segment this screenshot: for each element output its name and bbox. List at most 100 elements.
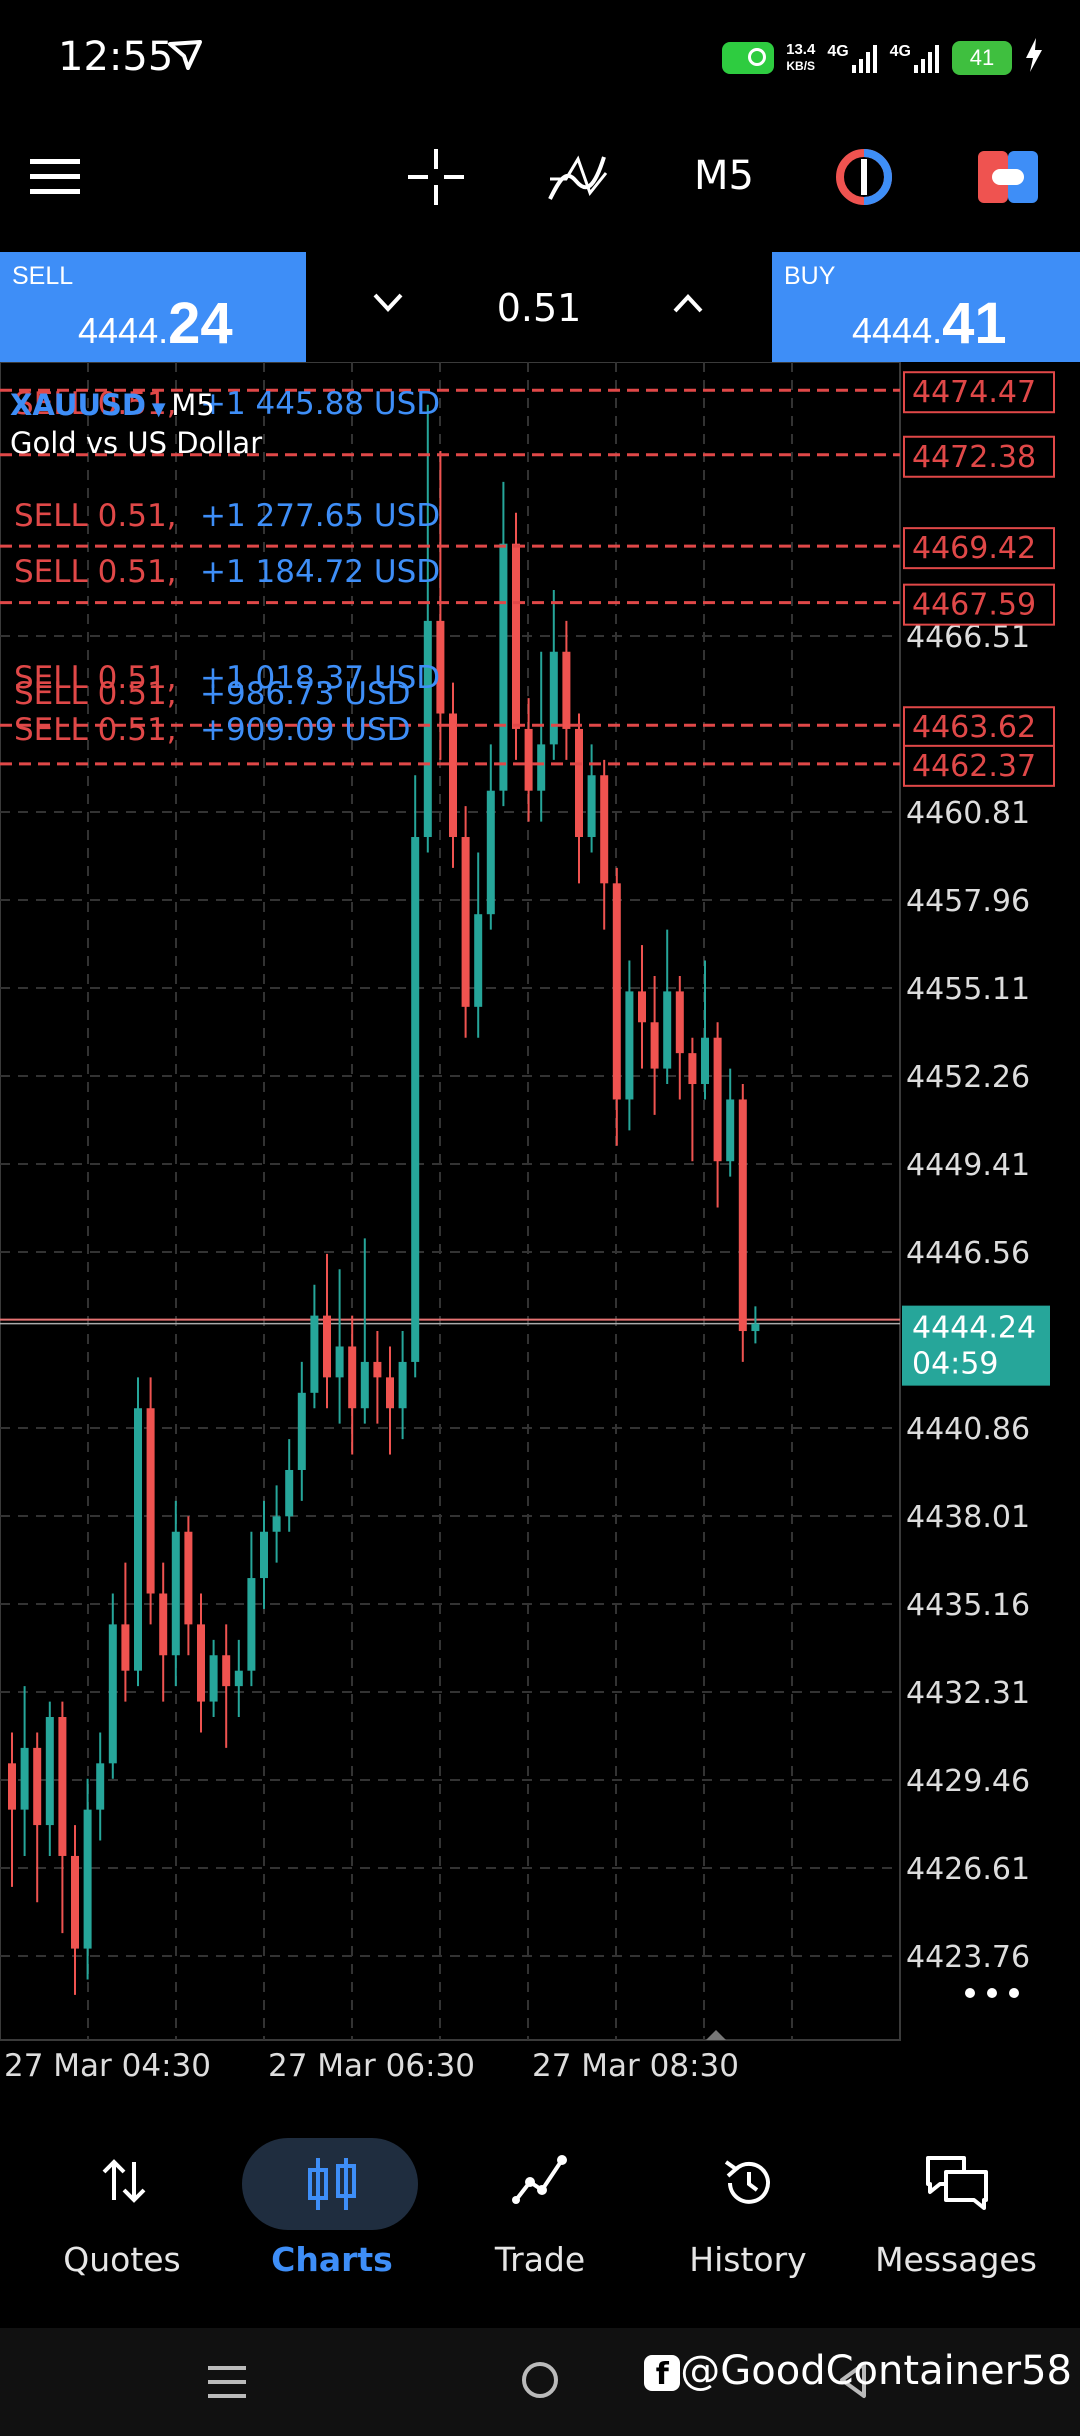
candle	[461, 806, 470, 1038]
price-tick-label: 4455.11	[906, 972, 1030, 1007]
candle	[398, 1331, 407, 1440]
order-label[interactable]: SELL 0.51, +1 277.65 USD	[14, 498, 440, 534]
price-chart[interactable]: SELL 0.51, +1 445.88 USD SELL 0.51, +1 277.…	[0, 361, 1080, 2102]
buy-price-prefix: 4444.	[852, 310, 943, 351]
candle	[335, 1269, 344, 1424]
candle	[449, 682, 457, 868]
charging-icon	[1024, 38, 1044, 77]
signal-icon-2: 4G	[890, 43, 940, 73]
candle	[272, 1485, 281, 1563]
history-icon	[724, 2160, 770, 2204]
nav-trade[interactable]: Trade	[440, 2110, 640, 2330]
crosshair-icon[interactable]	[406, 147, 466, 212]
system-nav-bar: f @GoodContainer58	[0, 2328, 1080, 2436]
recent-apps-icon[interactable]	[208, 2364, 248, 2405]
candle	[360, 1238, 369, 1424]
indicators-icon[interactable]	[546, 149, 610, 210]
candle	[726, 1068, 735, 1177]
svg-text:+1 445.88 USD: +1 445.88 USD	[200, 386, 440, 422]
candle	[197, 1593, 205, 1733]
candle	[650, 975, 659, 1115]
candle	[675, 975, 684, 1100]
order-price-label[interactable]: 4469.42	[903, 527, 1055, 570]
one-click-trading-icon[interactable]	[978, 151, 1038, 208]
lot-increase-button[interactable]	[672, 292, 704, 319]
nav-quotes[interactable]: Quotes	[22, 2110, 222, 2330]
candle	[310, 1284, 319, 1409]
order-price-label[interactable]: 4467.59	[903, 583, 1055, 626]
price-tick-label: 4446.56	[906, 1236, 1030, 1271]
candle	[8, 1732, 16, 1887]
candle	[549, 589, 558, 760]
candle	[474, 852, 483, 1038]
candle	[134, 1377, 142, 1687]
order-price-label[interactable]: 4463.62	[903, 706, 1055, 749]
candle	[688, 1037, 697, 1162]
candle	[436, 451, 445, 760]
home-icon[interactable]	[520, 2360, 560, 2405]
watermark: f @GoodContainer58	[644, 2348, 1072, 2394]
chart-canvas[interactable]: SELL 0.51, +1 445.88 USD SELL 0.51, +1 277.…	[0, 361, 1080, 2102]
candle	[260, 1500, 268, 1609]
candle	[184, 1516, 193, 1656]
sell-button[interactable]: SELL 4444.24	[0, 252, 306, 362]
svg-text:SELL 0.51,: SELL 0.51,	[14, 554, 177, 590]
buy-button[interactable]: BUY 4444.41	[772, 252, 1080, 362]
svg-text:SELL 0.51,: SELL 0.51,	[14, 386, 177, 422]
svg-text:4463.62: 4463.62	[912, 710, 1036, 745]
svg-text:+909.09 USD: +909.09 USD	[200, 712, 411, 748]
order-price-label[interactable]: 4462.37	[903, 744, 1055, 787]
order-price-label[interactable]: 4474.47	[903, 371, 1055, 414]
candle	[411, 775, 420, 1378]
order-label[interactable]: SELL 0.51, +1 018.37 USD	[14, 660, 440, 696]
svg-text:4444.24: 4444.24	[912, 1311, 1036, 1346]
timeframe-button[interactable]: M5	[694, 153, 754, 199]
candle	[209, 1639, 218, 1718]
candle	[222, 1624, 231, 1748]
sell-price-big: 24	[168, 291, 233, 356]
nav-messages[interactable]: Messages	[856, 2110, 1056, 2330]
candle	[297, 1361, 306, 1501]
chart-symbol[interactable]: XAUUSD ▼ M5	[10, 388, 215, 422]
quotes-icon	[102, 2159, 146, 2203]
net-speed: 13.4 KB/S	[786, 40, 816, 73]
svg-text:SELL 0.51,: SELL 0.51,	[14, 498, 177, 534]
candle	[386, 1346, 394, 1455]
order-price-label[interactable]: 4472.38	[903, 435, 1055, 478]
order-label[interactable]: SELL 0.51, +1 445.88 USD	[14, 386, 440, 422]
candle	[285, 1439, 294, 1532]
candle	[348, 1315, 357, 1455]
more-icon[interactable]	[962, 1986, 1022, 2005]
time-tick-label: 27 Mar 08:30	[532, 2048, 739, 2084]
objects-icon[interactable]	[834, 147, 894, 212]
order-label[interactable]: SELL 0.51, +986.73 USD	[14, 676, 411, 712]
price-tick-label: 4435.16	[906, 1588, 1030, 1623]
trade-icon	[512, 2155, 567, 2204]
svg-text:4467.59: 4467.59	[912, 588, 1036, 623]
svg-text:+1 018.37 USD: +1 018.37 USD	[200, 660, 440, 696]
chart-shift-marker[interactable]	[706, 2030, 726, 2040]
chart-description: Gold vs US Dollar	[10, 426, 263, 460]
candle	[638, 945, 646, 1069]
order-label[interactable]: SELL 0.51, +1 184.72 USD	[14, 554, 440, 590]
one-click-trade-panel: SELL 4444.24 0.51 BUY 4444.41	[0, 252, 1080, 362]
order-label[interactable]: SELL 0.51, +909.09 USD	[14, 712, 411, 748]
lot-volume-input[interactable]: 0.51	[496, 286, 582, 330]
nav-charts[interactable]: Charts	[232, 2110, 432, 2330]
candle	[524, 698, 533, 822]
back-icon[interactable]	[834, 2360, 874, 2405]
chart-toolbar: M5	[0, 115, 1080, 255]
plot-border	[0, 361, 901, 2041]
candle	[423, 404, 432, 853]
time-tick-label: 27 Mar 06:30	[268, 2048, 475, 2084]
svg-text:SELL 0.51,: SELL 0.51,	[14, 712, 177, 748]
candle	[486, 744, 495, 930]
lot-decrease-button[interactable]	[372, 292, 404, 319]
menu-icon[interactable]	[30, 157, 82, 202]
svg-text:4472.38: 4472.38	[912, 440, 1036, 475]
candle	[612, 867, 621, 1146]
price-tick-label: 4460.81	[906, 796, 1030, 831]
nav-history[interactable]: History	[648, 2110, 848, 2330]
candle	[159, 1562, 168, 1702]
time-tick-label: 27 Mar 04:30	[4, 2048, 211, 2084]
